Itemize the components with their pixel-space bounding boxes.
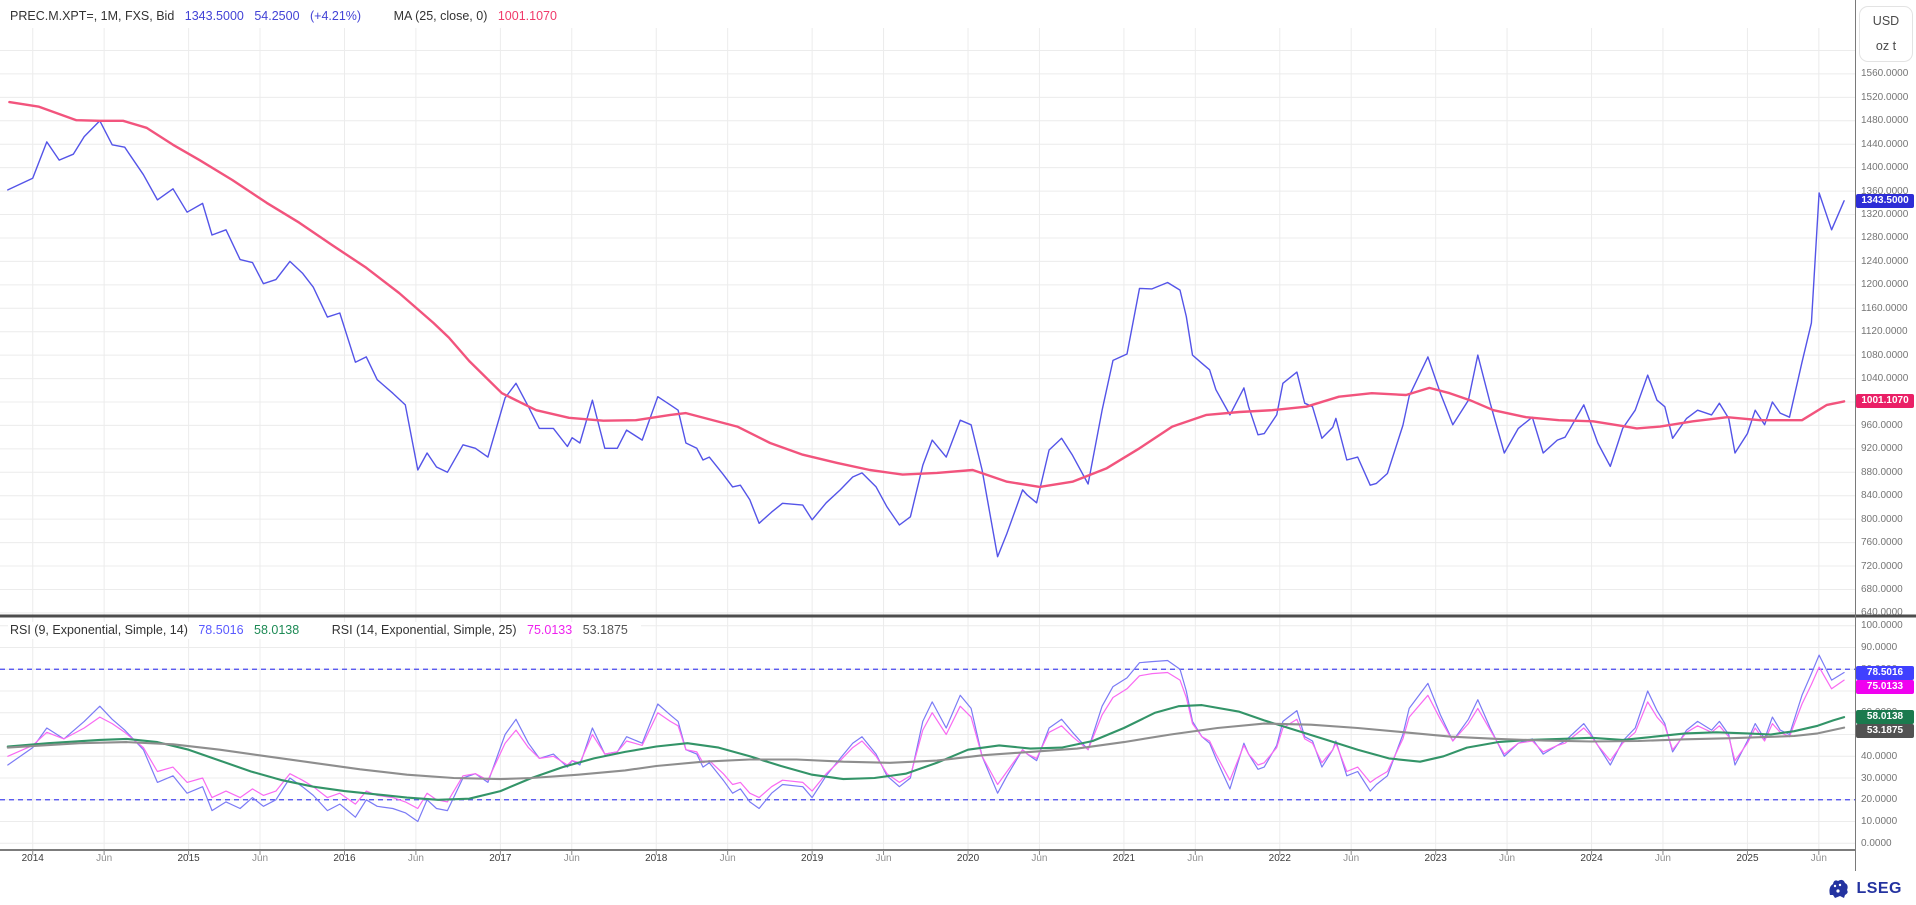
x-tick-label-Jun-2022: Jun: [1343, 853, 1360, 864]
y-tick-label: 0.0000: [1861, 837, 1892, 849]
series-ma-25-close-0-[interactable]: [8, 100, 1846, 489]
x-tick-label-2019: 2019: [801, 853, 824, 864]
y-tick-label: 720.0000: [1861, 560, 1903, 572]
x-tick-label-Jun-2016: Jun: [407, 853, 424, 864]
lseg-logo: LSEG: [1826, 878, 1902, 900]
ma-value: 1001.1070: [497, 9, 557, 23]
bid-change-pct: (+4.21%): [310, 9, 362, 23]
x-tick-label-Jun-2021: Jun: [1187, 853, 1204, 864]
instrument-label[interactable]: PREC.M.XPT=, 1M, FXS, Bid: [10, 9, 175, 23]
y-tick-label: 680.0000: [1861, 583, 1903, 595]
x-tick-label-2022: 2022: [1268, 853, 1291, 864]
bid-change: 54.2500: [254, 9, 300, 23]
y-tick-label: 960.0000: [1861, 419, 1903, 431]
series-rsi-14[interactable]: [7, 666, 1845, 810]
y-tick-label: 1520.0000: [1861, 91, 1909, 103]
price-legend[interactable]: PREC.M.XPT=, 1M, FXS, Bid 1343.5000 54.2…: [10, 9, 564, 23]
x-tick-label-Jun-2019: Jun: [875, 853, 892, 864]
y-tick-label: 1440.0000: [1861, 138, 1909, 150]
x-tick-label-Jun-2018: Jun: [719, 853, 736, 864]
axis-badge-1001.1070: 1001.1070: [1856, 394, 1914, 409]
x-tick-label-Jun-2020: Jun: [1031, 853, 1048, 864]
rsi14-label[interactable]: RSI (14, Exponential, Simple, 25): [331, 623, 517, 637]
y-tick-label: 10.0000: [1861, 816, 1898, 827]
y-tick-label: 1120.0000: [1861, 326, 1908, 338]
ma-label[interactable]: MA (25, close, 0): [393, 9, 488, 23]
series-rsi-9[interactable]: [7, 654, 1845, 823]
y-tick-label: 1320.0000: [1861, 209, 1909, 221]
rsi14-value: 75.0133: [527, 623, 573, 637]
x-tick-label-2025: 2025: [1736, 853, 1759, 864]
x-tick-label-2020: 2020: [956, 853, 980, 864]
x-tick-label-2018: 2018: [645, 853, 668, 864]
y-tick-label: 1400.0000: [1861, 162, 1909, 174]
y-tick-label: 920.0000: [1861, 443, 1903, 455]
y-tick-label: 40.0000: [1861, 750, 1898, 762]
rsi9-label[interactable]: RSI (9, Exponential, Simple, 14): [10, 623, 188, 637]
x-tick-label-Jun-2024: Jun: [1654, 853, 1671, 864]
axis-badge-58.0138: 58.0138: [1856, 710, 1914, 725]
axis-unit-box: USD oz t: [1859, 6, 1913, 62]
x-tick-label-Jun-2014: Jun: [96, 853, 113, 864]
y-tick-label: 1480.0000: [1861, 115, 1909, 127]
axis-badge-78.5016: 78.5016: [1856, 665, 1914, 680]
axis-badge-53.1875: 53.1875: [1856, 724, 1914, 739]
y-tick-label: 640.0000: [1861, 607, 1903, 619]
series-bid[interactable]: [7, 120, 1845, 558]
x-tick-label-2016: 2016: [333, 853, 356, 864]
y-tick-label: 90.0000: [1861, 641, 1898, 653]
x-tick-label-2015: 2015: [177, 853, 200, 864]
axis-badge-1343.5000: 1343.5000: [1856, 193, 1914, 208]
y-tick-label: 100.0000: [1861, 620, 1903, 632]
x-tick-label-Jun-2025: Jun: [1810, 853, 1827, 864]
y-tick-label: 20.0000: [1861, 794, 1898, 806]
rsi9-avg-value: 58.0138: [254, 623, 300, 637]
x-tick-label-Jun-2015: Jun: [251, 853, 269, 864]
lseg-brand-text: LSEG: [1856, 880, 1902, 897]
y-tick-label: 1160.0000: [1861, 302, 1908, 314]
y-tick-label: 760.0000: [1861, 537, 1903, 549]
x-tick-label-2024: 2024: [1580, 853, 1603, 864]
x-tick-label-2023: 2023: [1424, 853, 1447, 864]
axis-badge-75.0133: 75.0133: [1856, 679, 1914, 694]
x-tick-label-2021: 2021: [1112, 853, 1136, 864]
x-tick-label-Jun-2017: Jun: [563, 853, 580, 864]
y-tick-label: 1360.0000: [1861, 185, 1909, 197]
series-rsi-9-smoothing-14-[interactable]: [6, 704, 1846, 801]
y-tick-label: 1280.0000: [1861, 232, 1909, 244]
lseg-crest-icon: [1829, 879, 1849, 898]
y-tick-label: 800.0000: [1861, 513, 1903, 525]
axis-unit: oz t: [1875, 39, 1897, 53]
y-tick-label: 1560.0000: [1861, 68, 1909, 80]
rsi14-avg-value: 53.1875: [582, 623, 628, 637]
x-tick-label-2014: 2014: [21, 853, 44, 864]
y-tick-label: 1040.0000: [1861, 373, 1909, 385]
y-tick-label: 1240.0000: [1861, 255, 1909, 267]
rsi-legend[interactable]: RSI (9, Exponential, Simple, 14) 78.5016…: [8, 622, 641, 639]
y-tick-label: 840.0000: [1861, 490, 1903, 502]
x-tick-label-2017: 2017: [489, 853, 512, 864]
series-rsi-14-smoothing-25-[interactable]: [6, 722, 1846, 781]
panel-separator[interactable]: [0, 614, 1916, 618]
axis-currency: USD: [1872, 14, 1900, 28]
y-tick-label: 1200.0000: [1861, 279, 1909, 291]
y-tick-label: 1080.0000: [1861, 349, 1909, 361]
x-tick-label-Jun-2023: Jun: [1499, 853, 1516, 864]
bid-value: 1343.5000: [184, 9, 244, 23]
y-tick-label: 880.0000: [1861, 466, 1903, 478]
y-tick-label: 30.0000: [1861, 772, 1898, 784]
rsi9-value: 78.5016: [198, 623, 244, 637]
